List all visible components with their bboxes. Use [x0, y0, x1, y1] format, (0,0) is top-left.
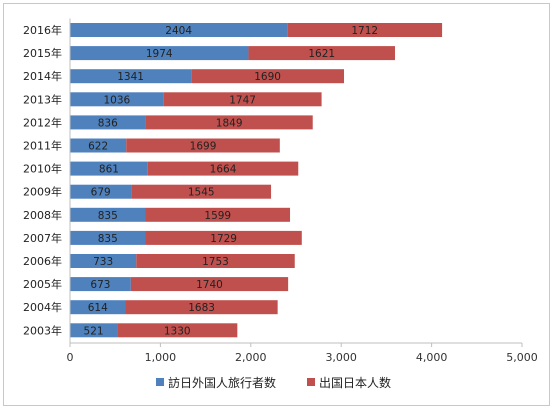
x-axis: 0 1,000 2,000 3,000 4,000 5,000	[67, 18, 538, 364]
bar-series-1-13	[117, 323, 238, 338]
x-tick-label-3: 3,000	[325, 351, 357, 364]
data-label-series-0-12: 614	[88, 302, 108, 314]
data-label-series-0-10: 733	[93, 256, 113, 268]
bar-series-1-6	[147, 161, 299, 176]
data-label-series-0-9: 835	[98, 233, 118, 245]
category-label-10: 2006年	[23, 254, 62, 268]
x-tick-label-2: 2,000	[235, 351, 267, 364]
data-label-series-1-11: 1740	[196, 279, 223, 291]
legend-swatch-series-1	[307, 378, 315, 386]
data-label-series-0-7: 679	[91, 187, 111, 199]
data-label-series-1-4: 1849	[216, 117, 243, 129]
bar-series-1-9	[145, 230, 302, 245]
data-label-series-1-3: 1747	[229, 94, 256, 106]
bar-series-0-3	[70, 92, 164, 107]
category-label-11: 2005年	[23, 277, 62, 291]
bar-series-0-2	[70, 69, 192, 84]
data-label-series-0-3: 1036	[103, 94, 130, 106]
category-label-7: 2009年	[23, 185, 62, 199]
data-label-series-0-11: 673	[90, 279, 110, 291]
legend-swatch-series-0	[156, 378, 164, 386]
bar-series-0-11	[70, 277, 131, 292]
data-label-series-1-5: 1699	[190, 141, 217, 153]
data-label-series-0-4: 836	[98, 117, 118, 129]
bar-series-0-1	[70, 46, 249, 61]
data-label-series-1-6: 1664	[210, 164, 237, 176]
bar-series-1-3	[163, 92, 322, 107]
bar-series-1-2	[191, 69, 345, 84]
bar-series-0-5	[70, 138, 127, 153]
legend: 訪日外国人旅行者数 出国日本人数	[156, 375, 391, 390]
data-label-series-0-6: 861	[99, 164, 119, 176]
bar-series-1-4	[145, 115, 313, 130]
bar-series-0-4	[70, 115, 146, 130]
bar-series-0-6	[70, 161, 148, 176]
bar-series-0-7	[70, 184, 132, 199]
data-label-series-0-8: 835	[98, 210, 118, 222]
bar-series-1-7	[131, 184, 272, 199]
bar-series-1-10	[136, 254, 295, 268]
category-label-0: 2016年	[23, 23, 62, 37]
x-tick-label-0: 0	[67, 351, 74, 364]
data-label-series-0-2: 1341	[117, 71, 144, 83]
bar-series-1-0	[287, 23, 443, 37]
bar-series-0-0	[70, 23, 288, 37]
data-label-series-1-1: 1621	[308, 48, 335, 60]
data-label-series-0-13: 521	[84, 325, 104, 337]
category-label-6: 2010年	[23, 162, 62, 176]
category-label-13: 2003年	[23, 323, 62, 337]
x-tick-label-4: 4,000	[416, 351, 448, 364]
bar-series-0-13	[70, 323, 118, 338]
bar-series-0-12	[70, 300, 126, 315]
category-label-1: 2015年	[23, 46, 62, 60]
bar-series-1-11	[130, 277, 289, 292]
category-label-12: 2004年	[23, 300, 62, 314]
x-tick-label-1: 1,000	[145, 351, 177, 364]
category-label-5: 2011年	[23, 139, 62, 153]
data-label-series-1-7: 1545	[188, 187, 215, 199]
category-label-3: 2013年	[23, 92, 62, 106]
data-label-series-1-8: 1599	[204, 210, 231, 222]
x-tick-label-5: 5,000	[506, 351, 538, 364]
bar-series-0-8	[70, 207, 146, 222]
data-label-series-1-12: 1683	[188, 302, 215, 314]
category-label-9: 2007年	[23, 231, 62, 245]
category-label-4: 2012年	[23, 115, 62, 129]
bar-series-1-12	[125, 300, 278, 315]
data-label-series-1-13: 1330	[164, 325, 191, 337]
data-label-series-0-5: 622	[88, 141, 108, 153]
bar-series-1-5	[126, 138, 280, 153]
category-label-8: 2008年	[23, 208, 62, 222]
bar-series-1-1	[248, 46, 395, 61]
data-label-series-1-9: 1729	[210, 233, 237, 245]
data-label-series-0-1: 1974	[146, 48, 173, 60]
bars-layer: 2016年 2404 1712 2015年 1974 1621 2014年 1341 1690 2…	[23, 23, 443, 338]
legend-label-series-0: 訪日外国人旅行者数	[168, 375, 276, 390]
category-label-2: 2014年	[23, 69, 62, 83]
data-label-series-0-0: 2404	[165, 25, 192, 37]
bar-series-1-8	[145, 207, 291, 222]
data-label-series-1-2: 1690	[254, 71, 281, 83]
bar-series-0-10	[70, 254, 137, 268]
data-label-series-1-10: 1753	[202, 256, 229, 268]
data-label-series-1-0: 1712	[351, 25, 378, 37]
bar-series-0-9	[70, 230, 146, 245]
legend-label-series-1: 出国日本人数	[319, 375, 391, 390]
